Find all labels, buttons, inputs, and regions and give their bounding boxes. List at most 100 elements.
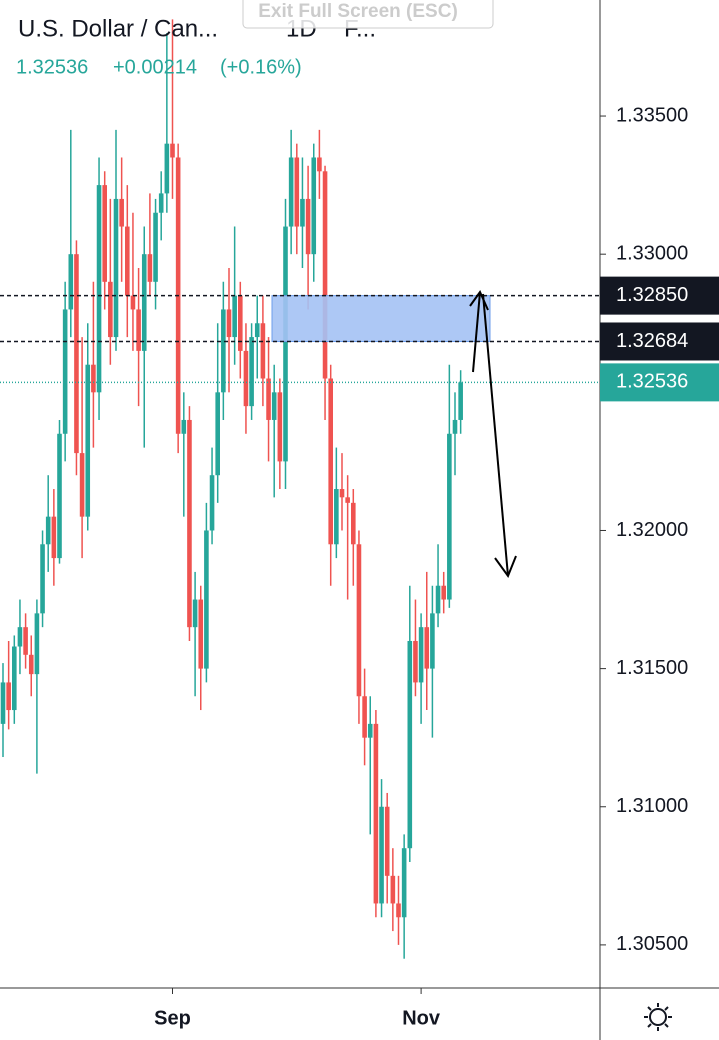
candle-body [345, 497, 350, 503]
change: +0.00214 [113, 56, 197, 78]
candle-body [379, 806, 384, 904]
exit-button[interactable] [242, 0, 494, 29]
candle-body [373, 723, 379, 904]
last-price: 1.32536 [16, 56, 88, 78]
candle-body [238, 295, 243, 351]
gear-ring[interactable] [649, 1008, 667, 1026]
candle-body [147, 254, 153, 282]
arrow-line [482, 293, 509, 577]
candle-body [181, 419, 187, 434]
overlay [0, 294, 600, 384]
candle-body [187, 419, 192, 628]
candle-body [215, 392, 220, 476]
candle-body [401, 848, 407, 918]
candle-body [339, 489, 345, 498]
x-tick-label: Sep [154, 1007, 191, 1029]
y-tick-label: 1.31000 [616, 795, 688, 817]
candle-body [435, 585, 441, 614]
current-price-line-label: 1.32536 [616, 371, 688, 393]
y-tick-label: 1.32000 [616, 519, 688, 541]
candle-body [209, 475, 215, 531]
candle-body [328, 378, 333, 545]
candle-body [351, 502, 356, 545]
candle-body [12, 646, 17, 711]
candle-body [232, 295, 237, 338]
candle-body [40, 544, 45, 614]
candle-body [91, 364, 96, 393]
candle-body [23, 627, 28, 655]
current-price-line-label-bg [600, 363, 719, 402]
candle-body [356, 544, 362, 697]
candle-body [198, 599, 204, 669]
candle-body [288, 157, 294, 227]
symbol-title: U.S. Dollar / Can... [18, 15, 218, 42]
plot [0, 19, 463, 959]
candle-body [113, 198, 119, 338]
candle-body [34, 613, 40, 675]
candle-body [418, 627, 424, 683]
candle-body [305, 198, 311, 255]
y-tick-label: 1.31500 [616, 657, 688, 679]
candle-body [311, 157, 317, 255]
candle-body [45, 516, 51, 545]
candle-body [192, 599, 198, 628]
candle-body [424, 627, 430, 669]
candle-body [447, 433, 452, 600]
candle-body [294, 157, 300, 227]
level-line-label-bg [600, 322, 719, 361]
candle-body [96, 185, 102, 393]
candle-body [300, 198, 305, 227]
candle-body [322, 171, 328, 379]
candle-body [68, 254, 74, 310]
candle-body [170, 143, 175, 158]
y-tick-label: 1.33500 [616, 104, 688, 126]
candle-body [204, 530, 209, 669]
candle-body [283, 226, 288, 462]
candle-body [141, 254, 147, 351]
candle-body [57, 433, 62, 559]
candle-body [367, 723, 373, 738]
candle-body [390, 875, 396, 904]
candle-body [260, 323, 266, 379]
candle-body [125, 226, 130, 296]
candle-body [130, 295, 136, 310]
candle-body [28, 654, 34, 675]
candle-body [384, 806, 390, 876]
y-tick-label: 1.33000 [616, 242, 688, 264]
change-percent: (+0.16%) [220, 56, 302, 78]
candle-body [6, 682, 11, 711]
candle-body [271, 392, 277, 420]
candle-body [108, 281, 113, 338]
candle-body [430, 613, 435, 669]
candle-body [441, 585, 446, 600]
candle-body [158, 193, 164, 213]
arrow-head [469, 289, 489, 311]
candle-body [0, 682, 6, 724]
candle-body [317, 157, 322, 172]
x-tick-label: Nov [402, 1007, 441, 1029]
candle-body [79, 453, 85, 517]
level-line-label: 1.32684 [616, 330, 688, 352]
candle-body [266, 378, 271, 420]
candle-body [396, 903, 401, 918]
settings-icon[interactable] [644, 1003, 672, 1031]
candle-body [136, 309, 141, 351]
candle-body [102, 185, 107, 282]
level-line-label: 1.32850 [616, 284, 688, 306]
candle-body [62, 309, 68, 434]
gear-teeth[interactable] [644, 1003, 672, 1031]
candle-body [407, 640, 413, 849]
candle-body [452, 419, 458, 434]
candle-body [249, 337, 254, 407]
arrow-line [472, 291, 481, 373]
zone [271, 295, 491, 342]
candle-body [413, 640, 418, 683]
exit-button-label[interactable]: Exit Full Screen (ESC) [258, 1, 458, 22]
candle-body [226, 309, 232, 338]
candle-body [51, 516, 57, 559]
candle-body [85, 364, 91, 517]
candle-body [221, 309, 226, 393]
candle-body [243, 350, 249, 407]
